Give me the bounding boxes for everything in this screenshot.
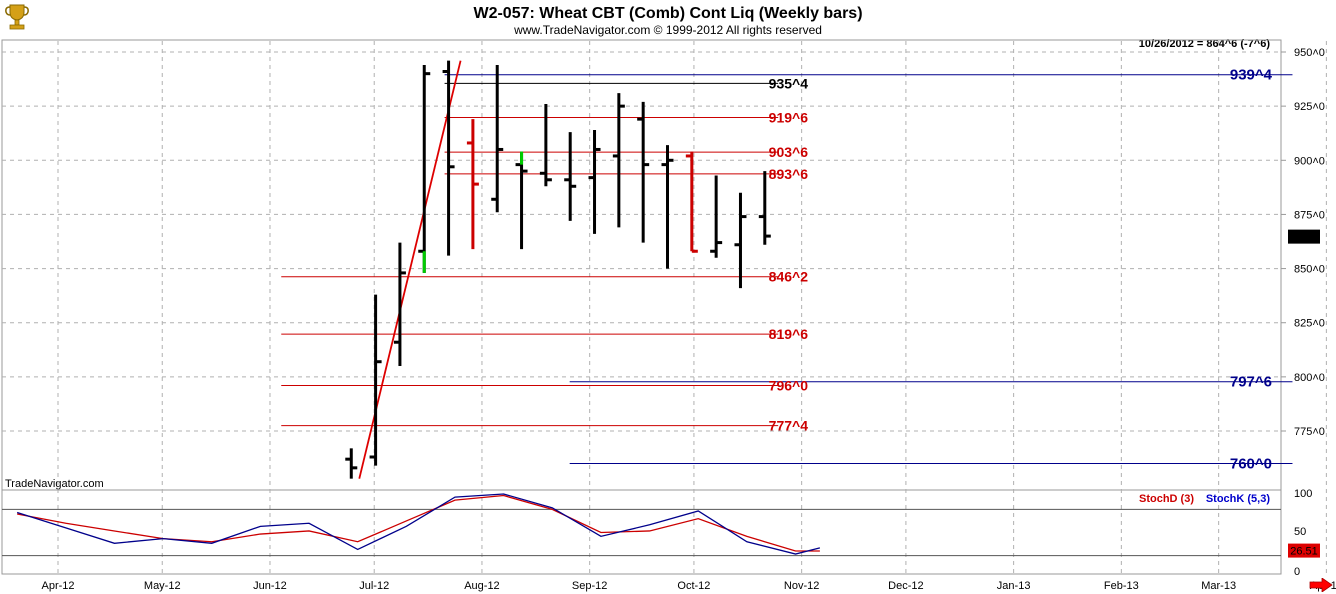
level-label: 919^6 (769, 110, 809, 126)
level-label: 935^4 (769, 75, 809, 91)
watermark: TradeNavigator.com (5, 478, 104, 490)
stoch-value-badge (1288, 543, 1320, 558)
x-tick-label: Jun-12 (253, 580, 287, 592)
y-tick-label: 850˄0 (1294, 264, 1325, 276)
level-label: 893^6 (769, 166, 809, 182)
stoch-tick-label: 50 (1294, 526, 1306, 538)
legend-stoch-k: StochK (5,3) (1206, 493, 1271, 505)
last-price-badge (1288, 229, 1320, 244)
trophy-icon (5, 4, 29, 30)
stoch-line-blue (16, 493, 821, 555)
y-tick-label: 825˄0 (1294, 318, 1325, 330)
x-tick-label: Mar-13 (1201, 580, 1236, 592)
scroll-right-arrow-icon[interactable] (1309, 578, 1333, 592)
y-tick-label: 950˄0 (1294, 47, 1325, 59)
stochastic-panel: 100 50 0 26.51 (2, 488, 1320, 578)
price-levels: 935^4 939^4 919^6 903^6 893^6 846^2 819^6 797^6… (281, 60, 1293, 479)
y-tick-label: 875˄0 (1294, 209, 1325, 221)
last-price-label: 864˄6 (1289, 232, 1320, 244)
level-label: 939^4 (1230, 67, 1273, 84)
panel-frames (1, 39, 1282, 575)
x-tick-label: May-12 (144, 580, 181, 592)
x-tick-label: Jul-12 (359, 580, 389, 592)
y-tick-label: 775˄0 (1294, 426, 1325, 438)
stoch-tick-label: 100 (1294, 488, 1312, 500)
x-tick-label: Oct-12 (677, 580, 710, 592)
legend-stoch-d: StochD (3) (1139, 493, 1194, 505)
y-tick-label: 925˄0 (1294, 101, 1325, 113)
stoch-tick-label: 0 (1294, 566, 1300, 578)
copyright-subtitle: www.TradeNavigator.com © 1999-2012 All r… (513, 23, 822, 37)
level-label: 797^6 (1230, 374, 1272, 391)
level-label: 796^0 (769, 378, 809, 394)
last-quote: 10/26/2012 = 864^6 (-7^6) (1139, 38, 1271, 50)
stoch-value-label: 26.51 (1290, 546, 1318, 558)
level-label: 903^6 (769, 144, 809, 160)
x-tick-label: Jan-13 (997, 580, 1031, 592)
x-tick-label: Feb-13 (1104, 580, 1139, 592)
y-axis: 950˄0 925˄0 900˄0 875˄0 850˄0 825˄0 800˄0 775˄0… (1281, 47, 1325, 438)
y-tick-label: 800˄0 (1294, 372, 1325, 384)
grid-lines (2, 41, 1327, 574)
level-label: 819^6 (769, 326, 809, 342)
x-tick-label: Sep-12 (572, 580, 607, 592)
level-label: 846^2 (769, 269, 809, 285)
y-tick-label: 900˄0 (1294, 155, 1325, 167)
stoch-line-red (17, 494, 820, 552)
price-bars (345, 60, 771, 479)
chart-title: W2-057: Wheat CBT (Comb) Cont Liq (Weekl… (473, 5, 862, 22)
level-label: 777^4 (769, 418, 809, 434)
x-tick-label: Dec-12 (888, 580, 923, 592)
x-tick-label: Aug-12 (464, 580, 499, 592)
x-axis: Apr-12 May-12 Jun-12 Jul-12 Aug-12 Sep-12 Oct-… (41, 580, 1336, 592)
x-tick-label: Apr-12 (41, 580, 74, 592)
x-tick-label: Nov-12 (784, 580, 819, 592)
level-label: 760^0 (1230, 456, 1272, 473)
